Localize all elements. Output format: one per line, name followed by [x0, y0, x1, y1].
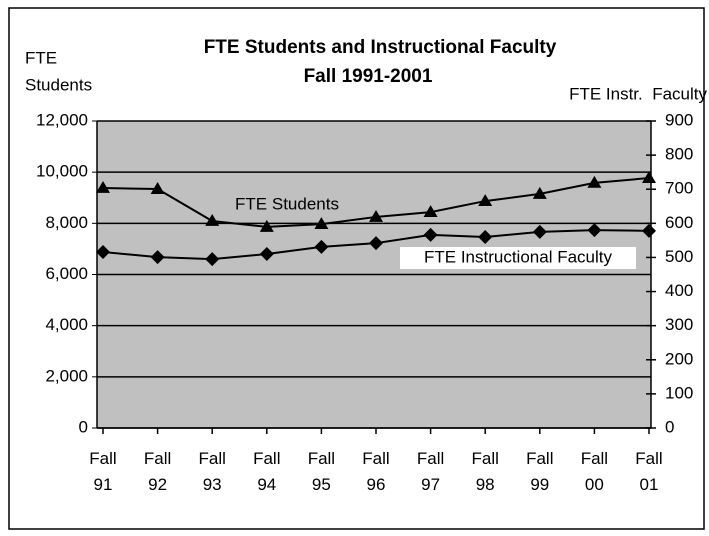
series-label: FTE Students: [235, 194, 339, 213]
x-tick-label: Fall 97: [416, 449, 445, 494]
y2-tick-label: 700: [665, 179, 693, 198]
x-tick-label: Fall 92: [143, 449, 172, 494]
y-tick-label: 6,000: [45, 264, 88, 283]
marker: [478, 194, 493, 206]
y-tick-label: 8,000: [45, 213, 88, 232]
y-tick-label: 10,000: [36, 162, 88, 181]
x-tick-label: Fall 93: [198, 449, 226, 494]
marker: [369, 236, 383, 251]
marker: [532, 224, 547, 239]
y2-tick-label: 600: [665, 213, 693, 232]
x-tick-label: Fall 00: [580, 449, 609, 494]
marker: [423, 205, 438, 217]
x-tick-label: Fall 96: [362, 449, 390, 494]
y2-tick-label: 100: [665, 383, 693, 402]
series-label: FTE Instructional Faculty: [424, 247, 613, 266]
x-tick-label: Fall 95: [307, 449, 336, 494]
y2-tick-label: 800: [665, 145, 693, 164]
marker: [259, 219, 274, 232]
chart-title: Fall 1991-2001: [304, 66, 433, 87]
marker: [150, 250, 165, 265]
marker: [478, 229, 493, 244]
y2-tick-label: 400: [665, 281, 693, 300]
label-background: [400, 247, 636, 269]
marker: [96, 244, 110, 259]
marker: [150, 182, 165, 194]
marker: [642, 171, 656, 183]
marker: [642, 223, 656, 238]
y2-tick-label: 500: [665, 247, 693, 266]
marker: [423, 227, 438, 242]
y2-tick-label: 300: [665, 315, 693, 334]
y-tick-label: 0: [79, 417, 88, 436]
marker: [205, 214, 220, 226]
y-tick-label: 12,000: [36, 110, 88, 129]
y-axis-label: Students: [25, 75, 92, 94]
frame: [8, 7, 705, 530]
x-tick-label: Fall 94: [253, 449, 281, 494]
marker: [587, 175, 602, 188]
y2-tick-label: 900: [665, 110, 693, 129]
marker: [96, 181, 110, 193]
x-tick-label: Fall 99: [526, 449, 554, 494]
marker: [205, 252, 220, 267]
y-axis-label: FTE: [25, 48, 57, 67]
y2-tick-label: 200: [665, 349, 693, 368]
y2-axis-label: FTE Instr. Faculty: [569, 84, 707, 103]
marker: [259, 247, 274, 262]
y2-tick-label: 0: [665, 417, 674, 436]
y-tick-label: 4,000: [45, 315, 88, 334]
marker: [314, 239, 329, 254]
marker: [369, 209, 383, 222]
y-tick-label: 2,000: [45, 366, 88, 385]
chart-title: FTE Students and Instructional Faculty: [204, 37, 557, 58]
x-tick-label: Fall 91: [89, 449, 117, 494]
marker: [532, 186, 547, 199]
marker: [587, 223, 602, 238]
marker: [314, 217, 329, 230]
x-tick-label: Fall 98: [471, 449, 499, 494]
x-tick-label: Fall 01: [635, 449, 663, 494]
